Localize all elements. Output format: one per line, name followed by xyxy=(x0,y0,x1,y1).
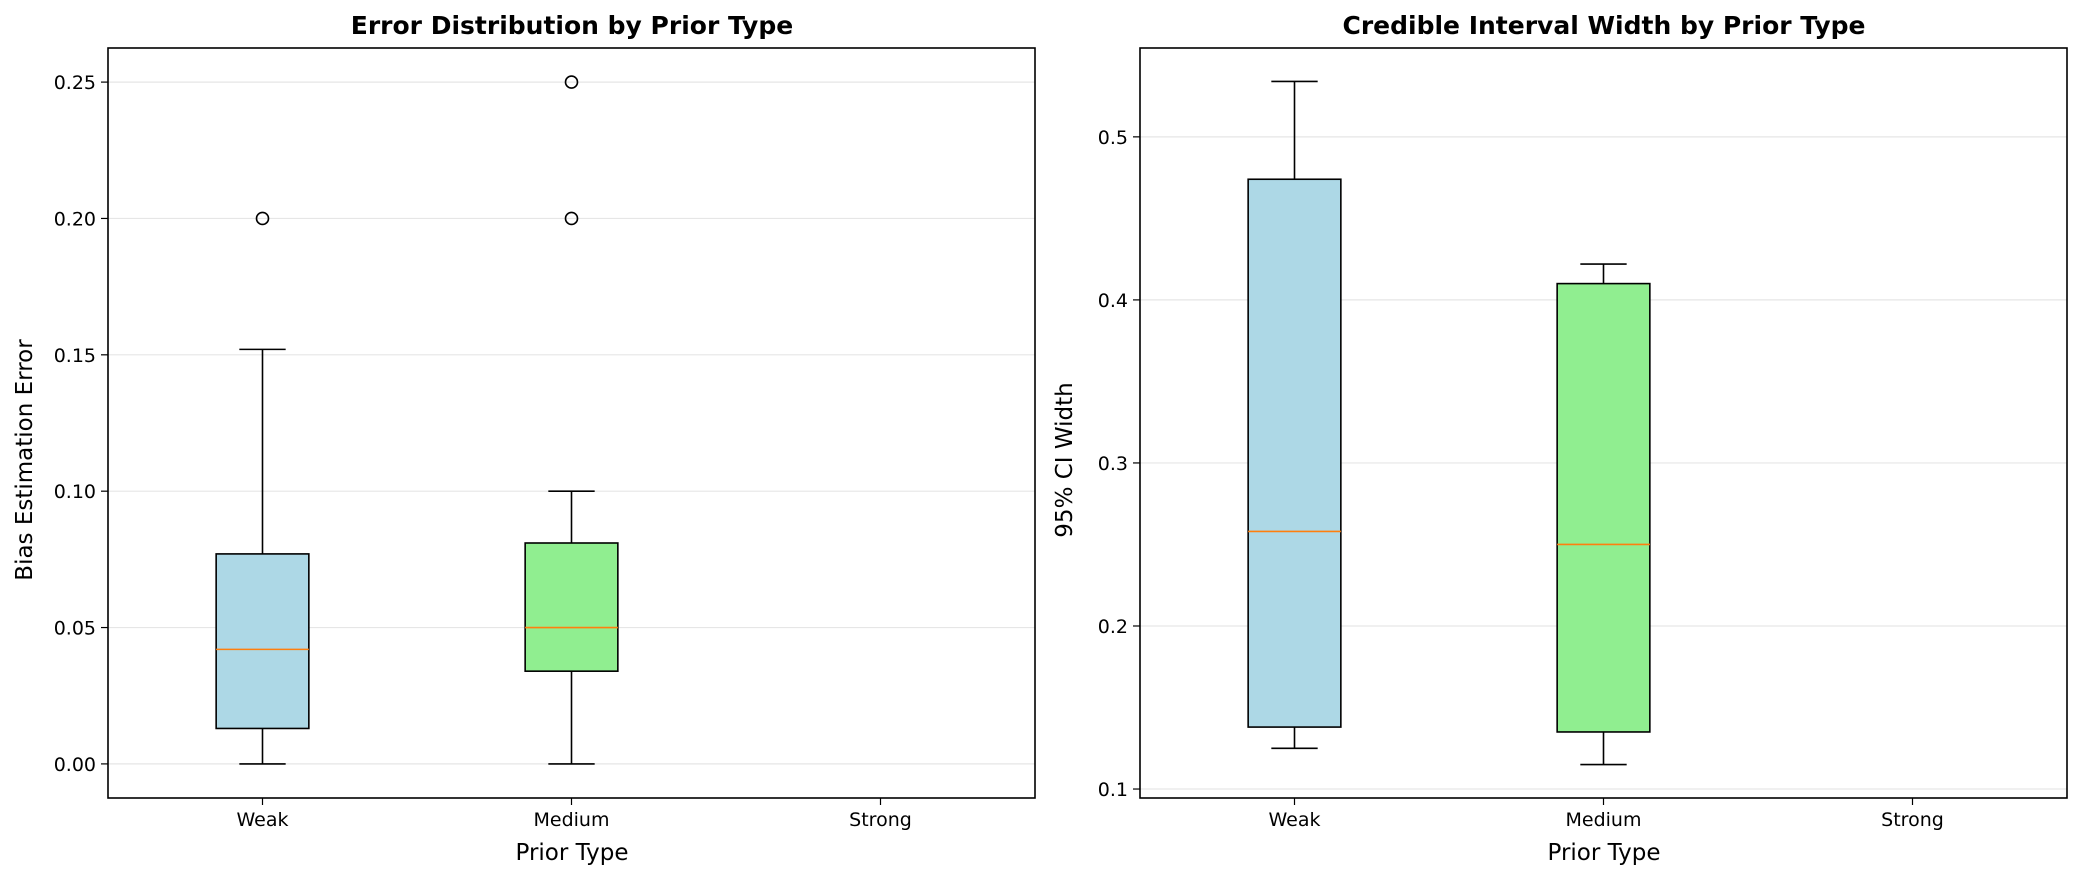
y-tick-label: 0.25 xyxy=(54,72,96,94)
ci-width-panel: Credible Interval Width by Prior Type Pr… xyxy=(1052,11,2068,866)
y-tick-label: 0.15 xyxy=(54,345,96,367)
x-tick-label: Weak xyxy=(1268,809,1320,831)
y-tick-label: 0.20 xyxy=(54,208,96,230)
box-medium xyxy=(1556,263,1651,766)
x-axis-label: Prior Type xyxy=(1548,840,1661,866)
box-weak xyxy=(1247,80,1342,750)
x-tick-label: Medium xyxy=(534,809,610,831)
y-axis-label: 95% CI Width xyxy=(1052,382,1078,537)
y-tick-label: 0.3 xyxy=(1098,453,1128,475)
chart-title: Credible Interval Width by Prior Type xyxy=(1342,11,1865,40)
iqr-box xyxy=(215,553,310,730)
chart-title: Error Distribution by Prior Type xyxy=(351,11,793,40)
box-medium xyxy=(524,75,619,765)
box-weak xyxy=(215,211,310,765)
y-tick-label: 0.1 xyxy=(1098,779,1128,801)
outlier-point xyxy=(564,75,579,89)
outlier-point xyxy=(255,211,270,226)
y-axis-label: Bias Estimation Error xyxy=(12,339,38,581)
y-tick-label: 0.05 xyxy=(54,618,96,640)
x-tick-label: Strong xyxy=(849,809,912,831)
x-tick-label: Weak xyxy=(236,809,288,831)
outlier-point xyxy=(564,211,579,226)
x-tick-label: Strong xyxy=(1881,809,1944,831)
iqr-box xyxy=(1556,282,1651,733)
plot-frame xyxy=(1139,47,2068,799)
error-distribution-panel: Error Distribution by Prior Type Prior T… xyxy=(12,11,1036,866)
y-tick-label: 0.2 xyxy=(1098,616,1128,638)
iqr-box xyxy=(1247,178,1342,728)
iqr-box xyxy=(524,542,619,672)
y-tick-label: 0.5 xyxy=(1098,127,1128,149)
plot-frame xyxy=(107,47,1036,799)
y-tick-label: 0.4 xyxy=(1098,290,1128,312)
y-tick-label: 0.10 xyxy=(54,481,96,503)
x-tick-label: Medium xyxy=(1566,809,1642,831)
y-tick-label: 0.00 xyxy=(54,754,96,776)
x-axis-label: Prior Type xyxy=(516,840,629,866)
